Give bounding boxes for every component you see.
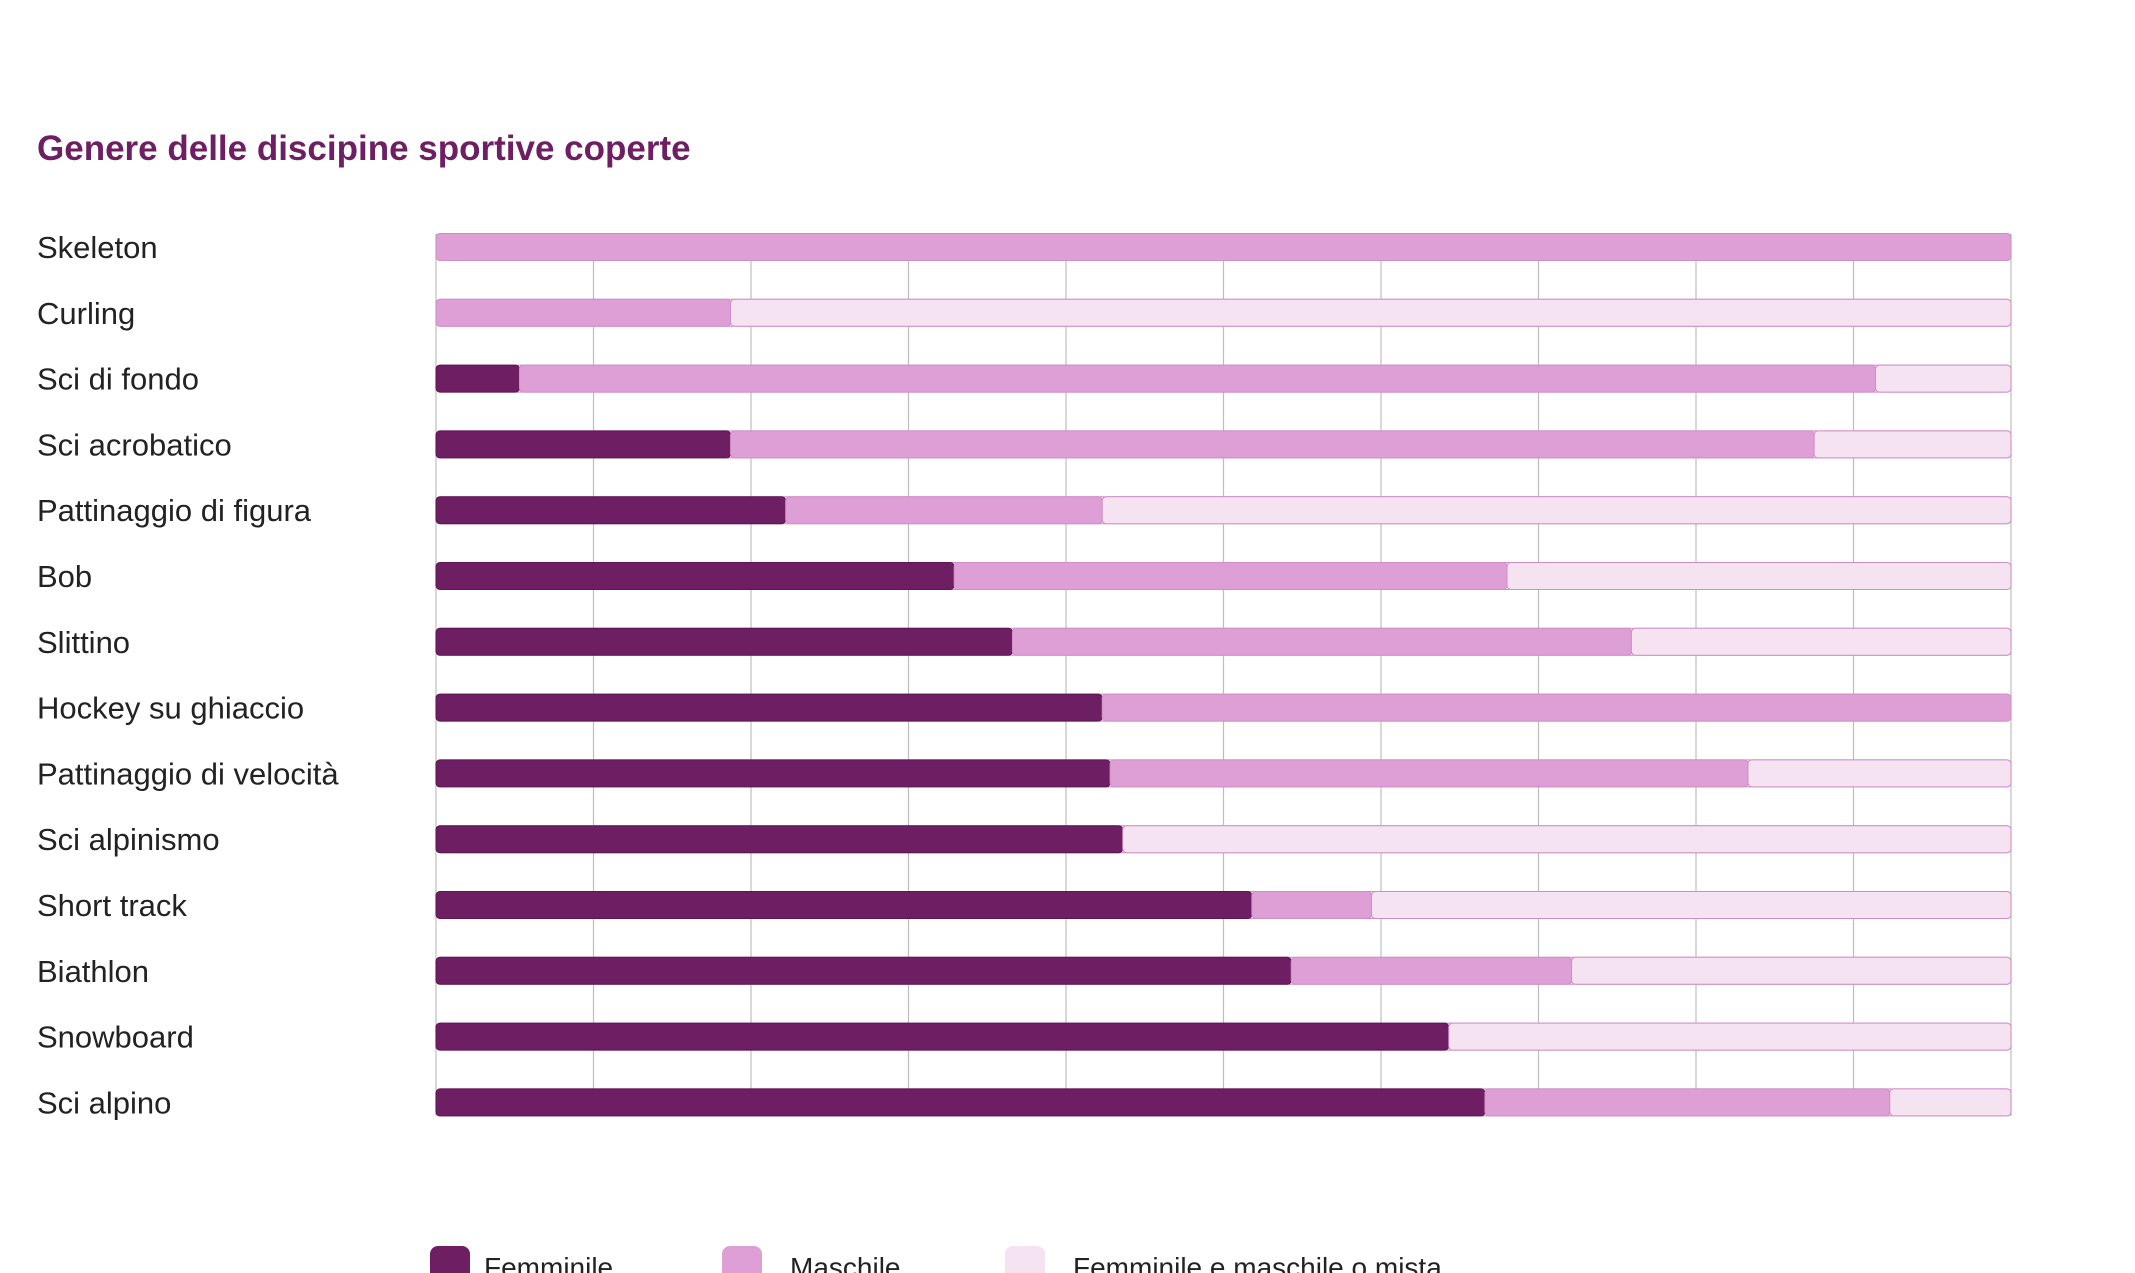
category-label: Snowboard xyxy=(37,1020,194,1055)
bar-segment xyxy=(1371,891,2012,919)
bar-segment xyxy=(1290,956,1573,985)
category-label: Short track xyxy=(37,888,187,923)
bar-segment xyxy=(1484,1088,1891,1117)
category-label: Biathlon xyxy=(37,954,149,989)
category-label: Hockey su ghiaccio xyxy=(37,691,304,726)
bar-segment xyxy=(1875,364,2012,393)
bar-segment xyxy=(1506,562,2012,590)
category-label: Sci alpinismo xyxy=(37,822,220,857)
category-label: Skeleton xyxy=(37,230,158,265)
category-label: Curling xyxy=(37,296,135,331)
category-label: Sci di fondo xyxy=(37,362,199,397)
bar-segment xyxy=(435,562,955,590)
category-label: Pattinaggio di velocità xyxy=(37,756,339,791)
bar-segment xyxy=(730,430,1815,459)
bar-segment xyxy=(435,1022,1450,1051)
legend-label: Femminile e maschile o mista xyxy=(1073,1252,1442,1273)
category-label: Pattinaggio di figura xyxy=(37,493,312,528)
bar-segment xyxy=(1101,496,2012,525)
legend-swatch xyxy=(430,1246,470,1273)
bar-segment xyxy=(518,364,1877,393)
chart-title: Genere delle discipine sportive coperte xyxy=(37,129,691,168)
bar-segment xyxy=(435,759,1111,788)
bar-segment xyxy=(435,693,1103,722)
category-label: Slittino xyxy=(37,625,130,660)
bar-segment xyxy=(785,496,1103,525)
bar-segment xyxy=(953,562,1508,590)
bar-segment xyxy=(1747,759,2012,788)
bar-segment xyxy=(730,298,2012,327)
bar-segment xyxy=(1109,759,1749,788)
category-labels: Skeleton Curling Sci di fondo Sci acrobatic… xyxy=(37,230,339,1120)
legend-swatch xyxy=(1005,1246,1045,1273)
bar-segment xyxy=(435,891,1253,919)
bars xyxy=(435,233,2012,1117)
legend: Femminile Maschile Femminile e maschile o … xyxy=(430,1246,1442,1273)
bar-segment xyxy=(1813,430,2012,459)
bar-segment xyxy=(435,627,1013,656)
legend-label: Maschile xyxy=(790,1252,900,1273)
bar-segment xyxy=(1889,1088,2012,1117)
bar-segment xyxy=(1630,627,2012,656)
bar-segment xyxy=(1251,891,1373,919)
bar-segment xyxy=(435,430,732,459)
legend-swatch xyxy=(722,1246,762,1273)
bar-segment xyxy=(1101,693,2012,722)
bar-segment xyxy=(435,956,1292,985)
category-label: Sci alpino xyxy=(37,1085,171,1120)
bar-segment xyxy=(435,298,732,327)
bar-segment xyxy=(1571,956,2012,985)
category-label: Sci acrobatico xyxy=(37,427,232,462)
legend-label: Femminile xyxy=(484,1252,613,1273)
bar-segment xyxy=(435,825,1124,854)
bar-segment xyxy=(435,496,787,525)
bar-segment xyxy=(1448,1022,2012,1051)
bar-segment xyxy=(435,1088,1486,1117)
bar-segment xyxy=(1011,627,1632,656)
bar-segment xyxy=(435,233,2012,261)
category-label: Bob xyxy=(37,559,92,594)
bar-segment xyxy=(435,364,520,393)
bar-segment xyxy=(1122,825,2012,854)
